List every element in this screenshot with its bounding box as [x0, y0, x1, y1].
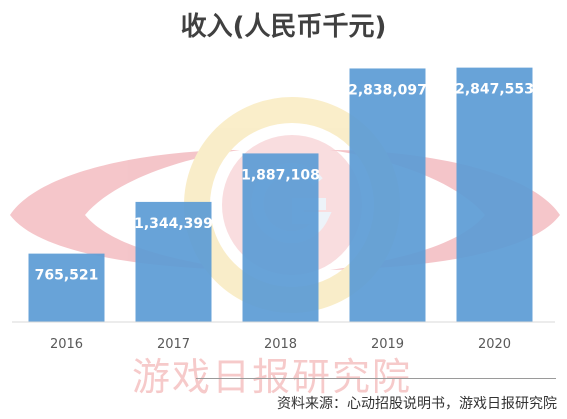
chart-title: 收入(人民币千元) [180, 12, 387, 42]
data-label-2018: 1,887,108 [241, 167, 320, 183]
x-tick-label-2018: 2018 [264, 337, 297, 352]
bar-2019 [349, 68, 426, 322]
data-label-2016: 765,521 [35, 268, 99, 284]
data-label-2019: 2,838,097 [348, 82, 427, 98]
data-label-2017: 1,344,399 [134, 216, 213, 232]
source-divider [196, 378, 556, 379]
watermark-swoosh-left [10, 150, 240, 270]
bar-2018 [242, 153, 319, 322]
x-tick-label-2019: 2019 [371, 337, 404, 352]
data-label-2020: 2,847,553 [455, 82, 534, 98]
x-tick-label-2017: 2017 [157, 337, 190, 352]
bar-2020 [456, 67, 533, 323]
x-tick-label-2020: 2020 [478, 337, 511, 352]
bar-2017 [135, 201, 212, 322]
watermark-text: 游戏日报研究院 [132, 355, 413, 399]
bar-2016 [28, 253, 105, 322]
x-tick-label-2016: 2016 [50, 337, 83, 352]
source-note: 资料来源：心动招股说明书，游戏日报研究院 [277, 396, 557, 412]
